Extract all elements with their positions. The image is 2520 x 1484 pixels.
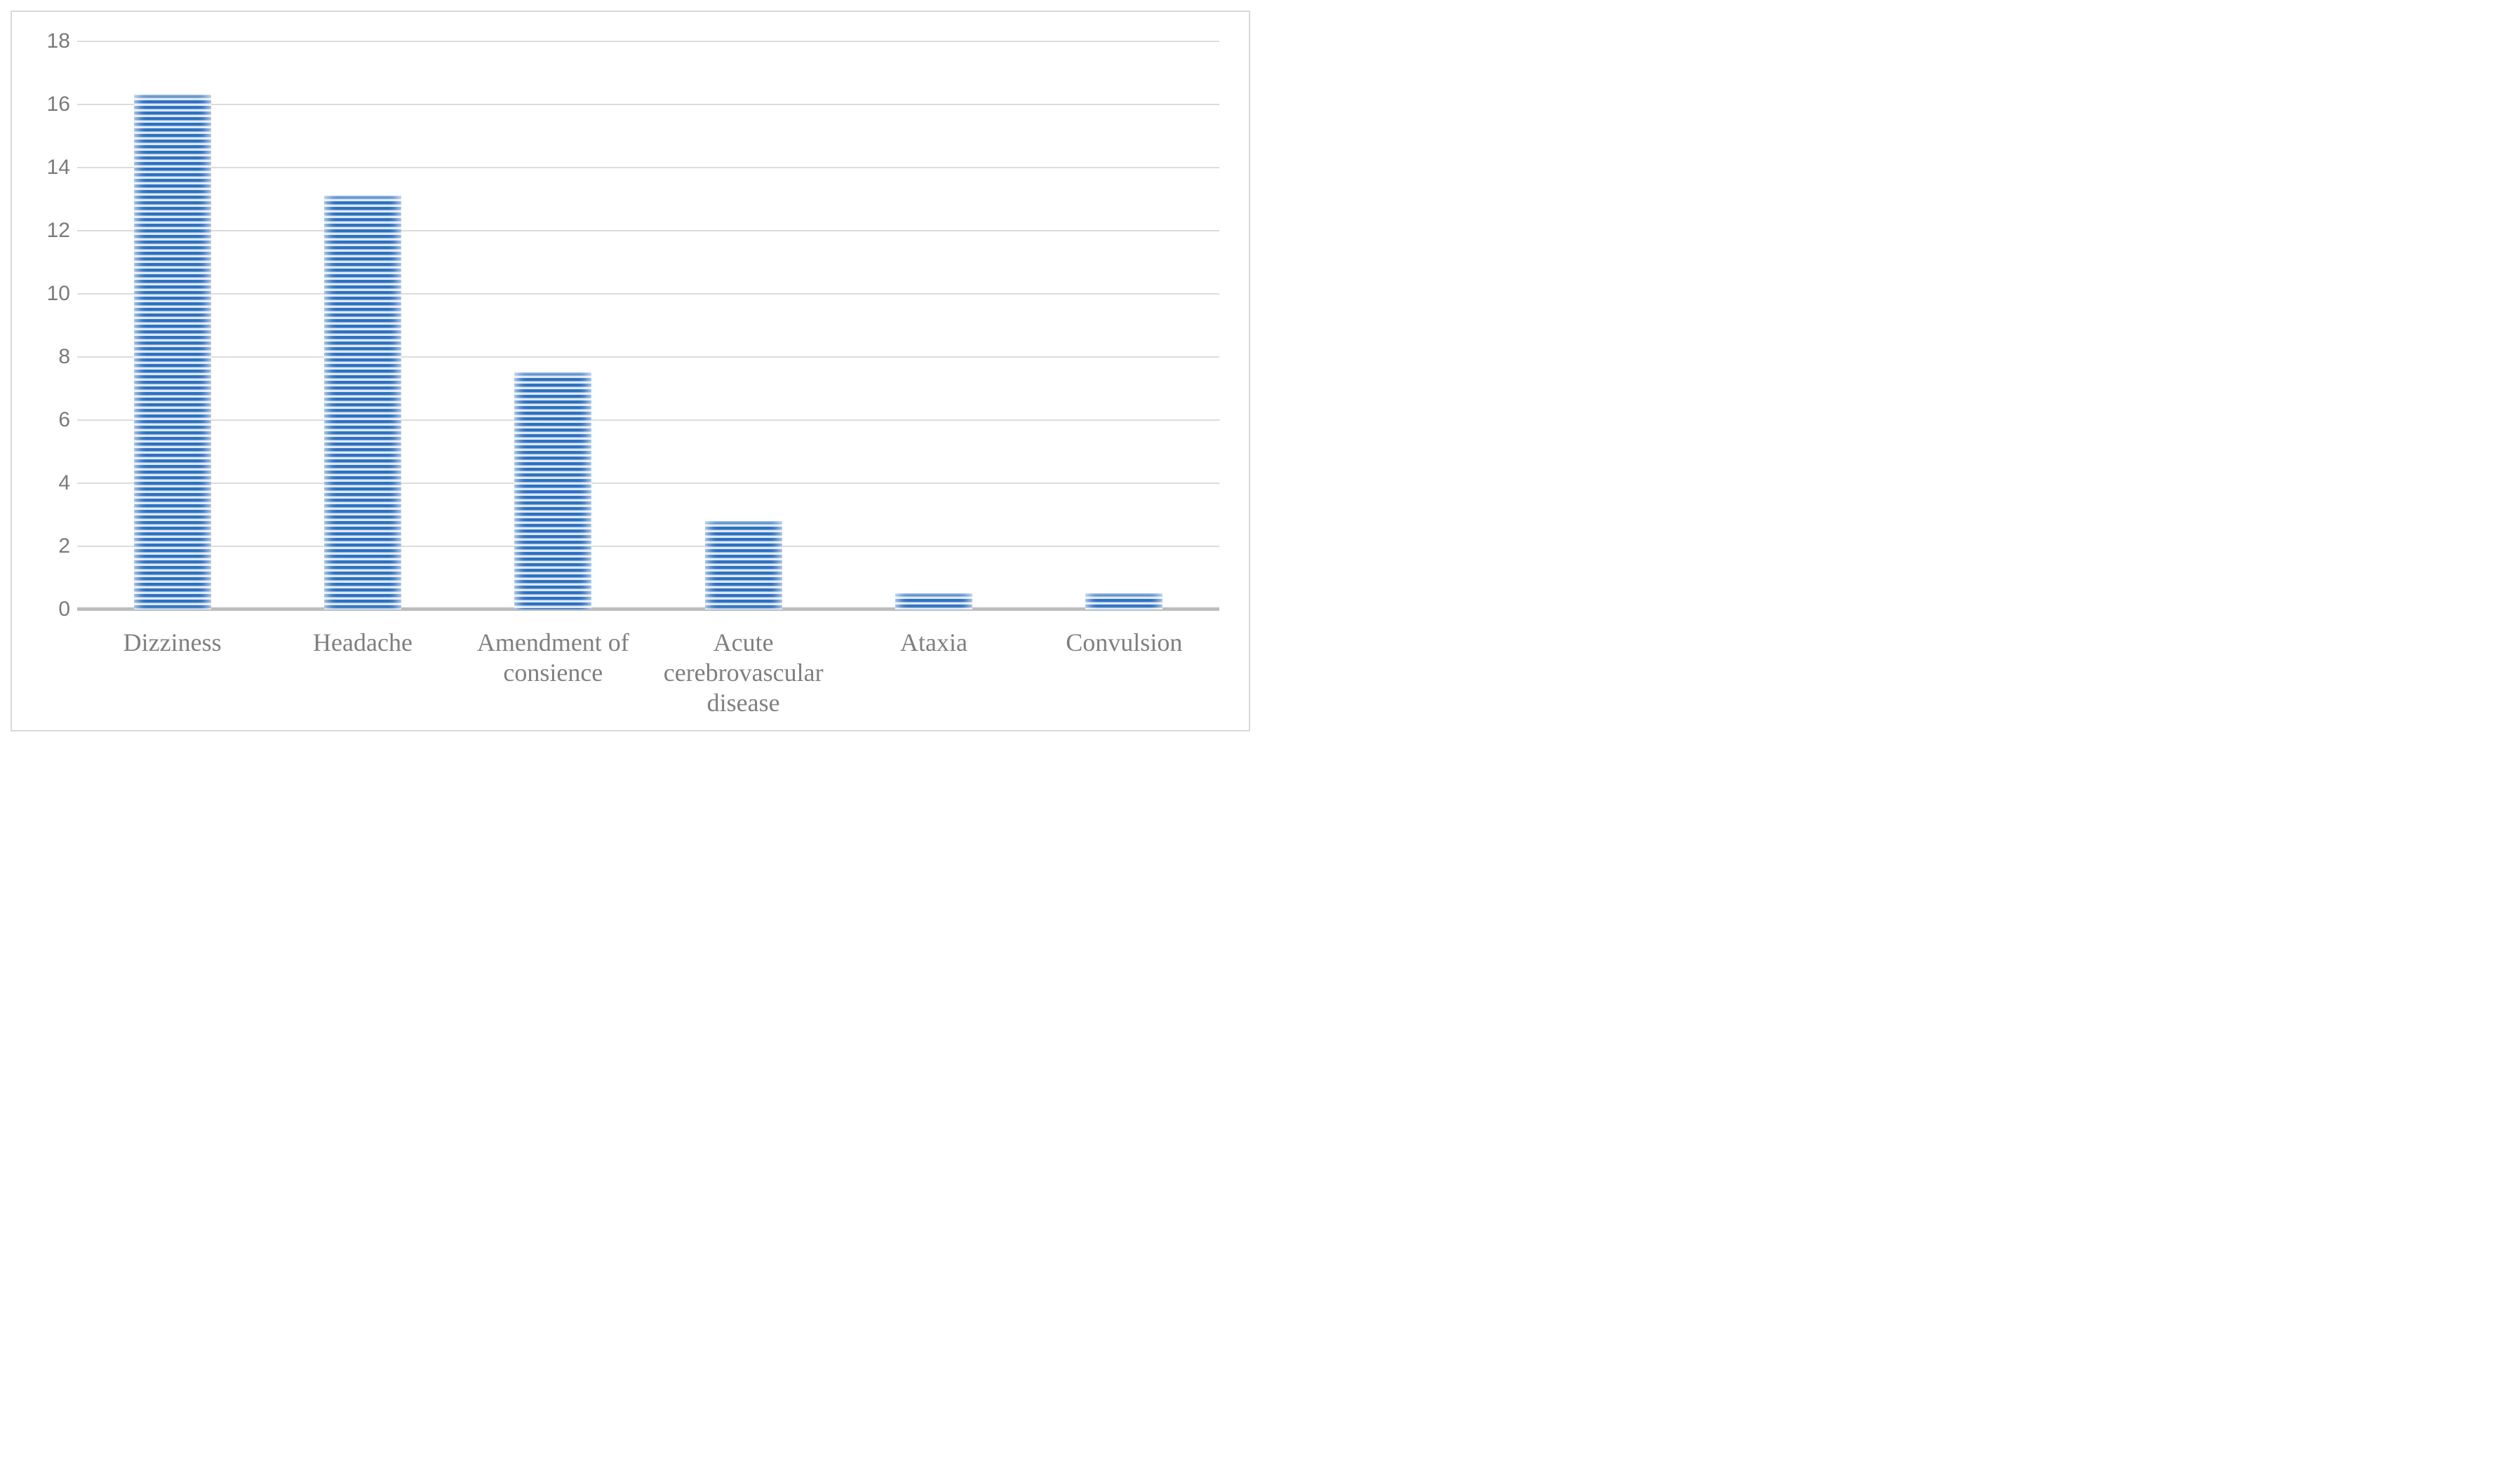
- y-tick-label-0: 0: [58, 597, 70, 621]
- y-tick-label-6: 6: [58, 407, 70, 431]
- y-tick-label-4: 4: [58, 471, 70, 494]
- chart-frame: [11, 11, 1250, 731]
- gridline-y-14: [77, 166, 1219, 168]
- category-label-amendment-of-consience: Amendment of consience: [476, 628, 629, 687]
- bar-amendment-of-consience: [514, 372, 592, 609]
- category-label-dizziness: Dizziness: [123, 628, 222, 656]
- gridline-y-18: [77, 40, 1219, 42]
- gridline-y-6: [77, 419, 1219, 421]
- y-tick-label-10: 10: [46, 281, 70, 305]
- x-axis-line: [77, 607, 1219, 611]
- bar-ataxia: [895, 593, 972, 609]
- bar-headache: [324, 196, 401, 609]
- category-label-ataxia: Ataxia: [900, 628, 967, 656]
- category-label-acute-cerebrovascular-disease: Acute cerebrovascular disease: [663, 628, 824, 717]
- gridline-y-4: [77, 482, 1219, 484]
- y-tick-label-16: 16: [46, 92, 70, 116]
- gridline-y-8: [77, 356, 1219, 358]
- gridline-y-10: [77, 292, 1219, 295]
- category-label-convulsion: Convulsion: [1066, 628, 1183, 656]
- bar-dizziness: [133, 95, 211, 609]
- gridline-y-12: [77, 229, 1219, 231]
- bar-convulsion: [1085, 593, 1163, 609]
- bar-chart-figure: 18 16 14 12 10 8 6 4 2 0 Dizziness Headache Amendme…: [0, 0, 1260, 742]
- y-tick-label-14: 14: [46, 155, 70, 179]
- y-tick-label-18: 18: [46, 29, 70, 53]
- bar-acute-cerebrovascular-disease: [704, 520, 782, 609]
- gridline-y-2: [77, 545, 1219, 547]
- y-tick-label-12: 12: [46, 218, 70, 242]
- category-label-headache: Headache: [313, 628, 413, 656]
- y-tick-label-2: 2: [58, 534, 70, 558]
- y-tick-label-8: 8: [58, 344, 70, 368]
- gridline-y-16: [77, 103, 1219, 105]
